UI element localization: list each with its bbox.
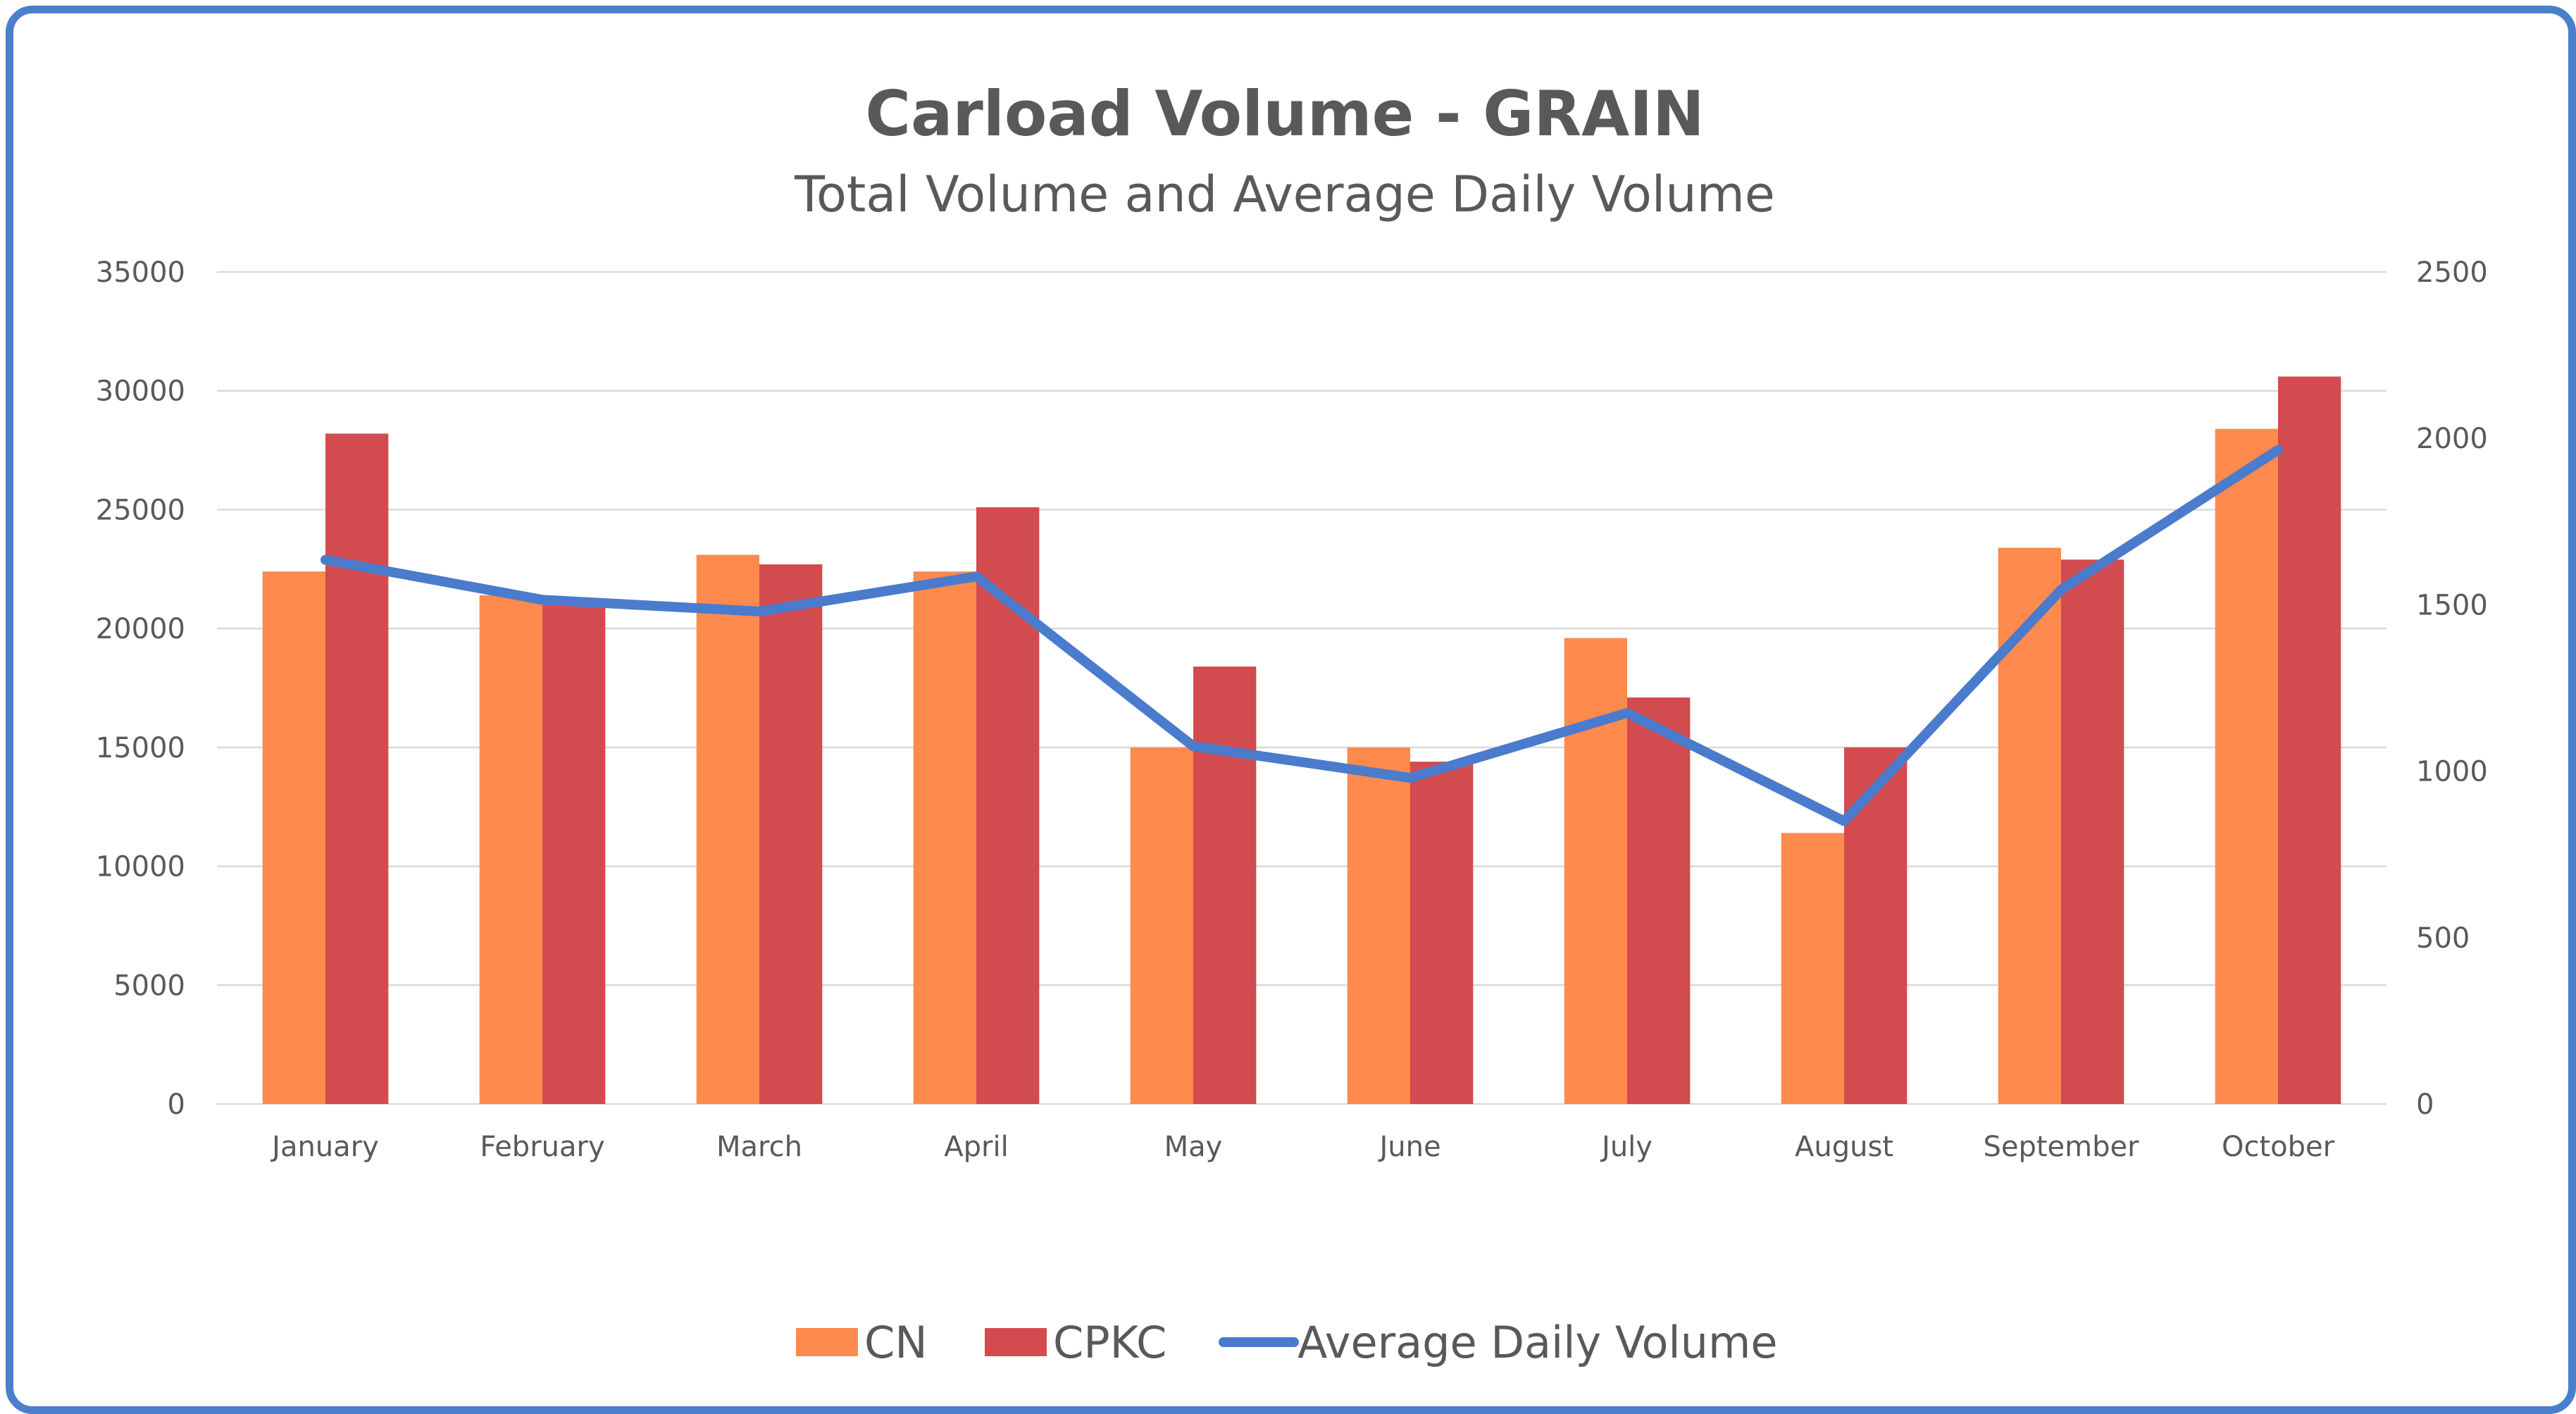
bar-cpkc-march: [759, 564, 823, 1104]
right-tick-label: 500: [2416, 922, 2470, 955]
x-tick-label: October: [2222, 1131, 2335, 1163]
line-point-january: [324, 558, 327, 562]
right-tick-label: 0: [2416, 1089, 2434, 1121]
left-tick-label: 5000: [113, 969, 185, 1002]
bar-cpkc-september: [2061, 559, 2124, 1104]
line-point-may: [1192, 745, 1195, 748]
left-axis-ticks: 0 5000 10000 15000 20000 25000 30000 35000: [96, 256, 185, 1121]
left-tick-label: 15000: [96, 732, 185, 764]
x-tick-label: June: [1377, 1131, 1441, 1163]
left-tick-label: 35000: [96, 256, 185, 289]
legend-swatch-cn: [796, 1328, 858, 1356]
bar-cn-april: [913, 571, 976, 1104]
bar-cpkc-january: [325, 433, 389, 1104]
line-point-july: [1626, 711, 1629, 714]
legend-swatch-cpkc: [985, 1328, 1047, 1356]
left-tick-label: 10000: [96, 851, 185, 883]
x-tick-label: February: [480, 1131, 604, 1163]
bar-cn-august: [1781, 833, 1844, 1104]
chart-frame: [6, 6, 2576, 1414]
left-tick-label: 0: [168, 1089, 185, 1121]
line-point-september: [2060, 588, 2062, 592]
bar-cpkc-august: [1844, 747, 1908, 1104]
x-tick-label: May: [1164, 1131, 1223, 1163]
x-tick-label: April: [944, 1131, 1008, 1163]
line-point-october: [2277, 448, 2279, 452]
left-tick-label: 20000: [96, 613, 185, 645]
bar-cn-february: [479, 595, 542, 1104]
bar-cn-september: [1998, 547, 2061, 1104]
chart-title: Carload Volume - GRAIN: [865, 77, 1704, 150]
line-point-february: [541, 598, 544, 602]
bar-cn-may: [1130, 747, 1193, 1104]
bar-cn-march: [696, 554, 759, 1104]
x-tick-label: January: [270, 1131, 379, 1163]
right-tick-label: 1500: [2416, 589, 2488, 621]
bar-cn-july: [1564, 638, 1627, 1104]
bar-cn-october: [2215, 428, 2278, 1104]
x-tick-label: July: [1600, 1131, 1653, 1163]
bar-cpkc-june: [1410, 762, 1474, 1104]
bar-cpkc-july: [1627, 697, 1691, 1104]
x-tick-label: September: [1983, 1131, 2139, 1163]
right-axis-ticks: 0 500 1000 1500 2000 2500: [2416, 256, 2488, 1121]
legend-label-cpkc: CPKC: [1053, 1317, 1166, 1368]
left-tick-label: 30000: [96, 376, 185, 408]
chart-subtitle: Total Volume and Average Daily Volume: [794, 166, 1775, 223]
line-point-june: [1409, 776, 1412, 780]
x-tick-label: August: [1795, 1131, 1893, 1163]
right-tick-label: 1000: [2416, 756, 2488, 788]
right-tick-label: 2500: [2416, 256, 2488, 289]
left-tick-label: 25000: [96, 494, 185, 526]
line-point-august: [1843, 819, 1846, 823]
line-series: [321, 445, 2283, 826]
x-tick-label: March: [716, 1131, 802, 1163]
bar-cn-june: [1347, 747, 1410, 1104]
legend-label-cn: CN: [864, 1317, 928, 1368]
bar-series: [262, 376, 2341, 1105]
bar-cpkc-october: [2278, 376, 2341, 1105]
line-average-daily-volume: [321, 445, 2283, 826]
bar-cpkc-may: [1193, 666, 1257, 1104]
line-point-march: [758, 609, 761, 613]
bar-cn-january: [262, 571, 325, 1104]
x-axis-ticks: January February March April May June July Augu…: [270, 1131, 2334, 1163]
bar-cpkc-february: [542, 604, 606, 1104]
legend: CN CPKC Average Daily Volume: [796, 1317, 1778, 1368]
right-tick-label: 2000: [2416, 423, 2488, 455]
line-point-april: [975, 575, 978, 578]
legend-label-average-daily-volume: Average Daily Volume: [1298, 1317, 1778, 1368]
